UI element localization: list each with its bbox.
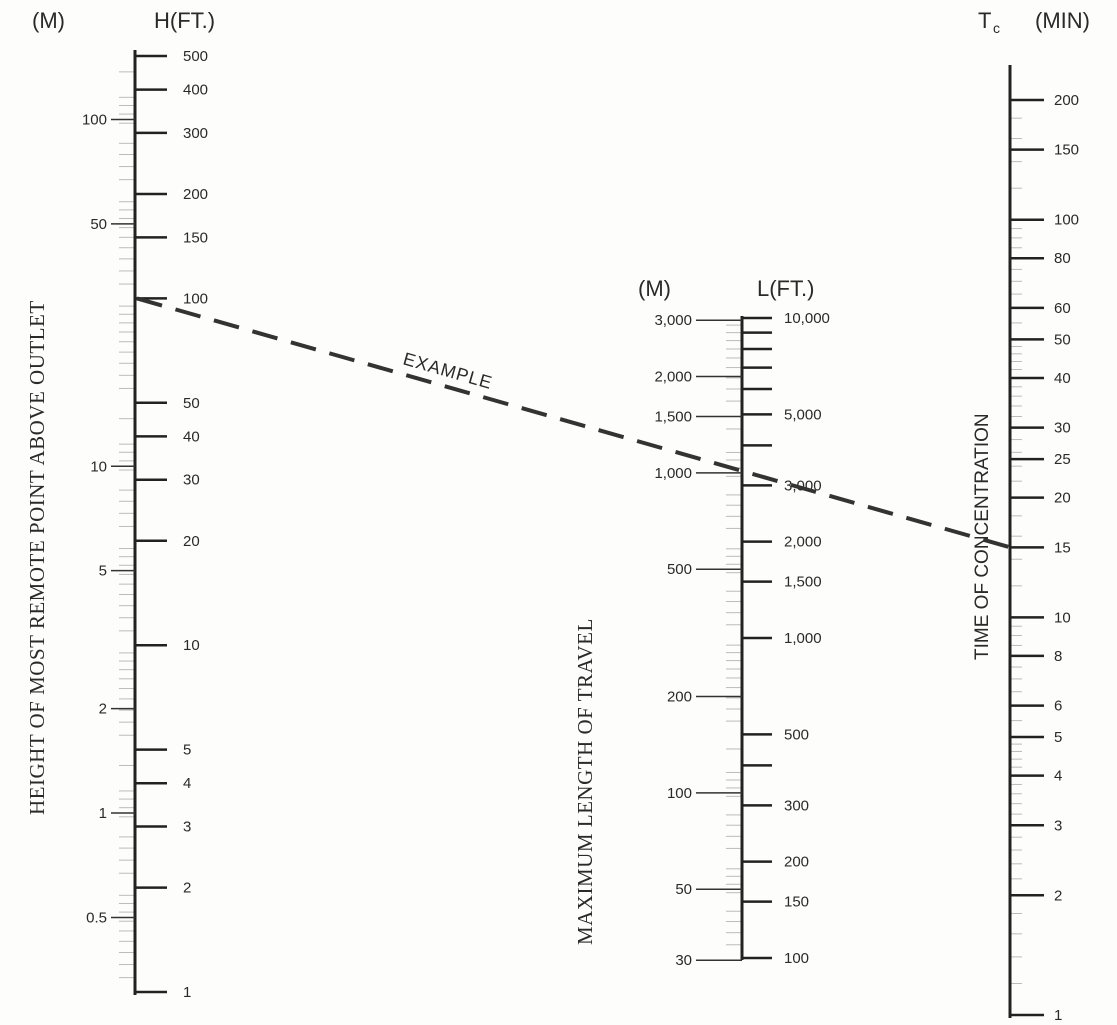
tc-label-5: 5 [1054,729,1062,746]
minor-ticks-group [119,71,1022,985]
tc-label-20: 20 [1054,490,1071,507]
h-m-label-10: 10 [90,458,107,475]
h-ft-label-400: 400 [183,82,208,99]
l-metric-header: (M) [638,276,671,301]
h-feet-header: H(FT.) [154,8,215,33]
tc-label-10: 10 [1054,609,1071,626]
tc-label-30: 30 [1054,420,1071,437]
l-m-label-1-000: 1,000 [654,465,692,482]
h-m-label-0-5: 0.5 [86,909,107,926]
h-ft-label-3: 3 [183,819,191,836]
example-line [136,296,1011,550]
h-ft-label-100: 100 [183,290,208,307]
tc-label-15: 15 [1054,539,1071,556]
h-ft-label-4: 4 [183,775,191,792]
tc-label-60: 60 [1054,300,1071,317]
h-metric-header: (M) [32,8,65,33]
h-m-label-2: 2 [99,701,107,718]
h-ft-label-10: 10 [183,637,200,654]
l-m-label-2-000: 2,000 [654,369,692,386]
h-m-label-50: 50 [90,216,107,233]
l-m-label-100: 100 [667,785,692,802]
h-m-label-100: 100 [82,111,107,128]
tc-label-150: 150 [1054,142,1079,159]
l-axis-title: MAXIMUM LENGTH OF TRAVEL [573,618,597,945]
tc-label-50: 50 [1054,331,1071,348]
h-ft-label-500: 500 [183,48,208,65]
tc-label-8: 8 [1054,648,1062,665]
h-ft-label-50: 50 [183,395,200,412]
tc-label-3: 3 [1054,817,1062,834]
h-ft-label-150: 150 [183,229,208,246]
tc-label-2: 2 [1054,887,1062,904]
l-m-label-50: 50 [675,881,692,898]
tc-label-6: 6 [1054,698,1062,715]
tc-label-4: 4 [1054,768,1062,785]
tc-header-subscript: c [993,20,1000,36]
l-feet-header: L(FT.) [757,276,814,301]
tc-label-25: 25 [1054,451,1071,468]
l-ft-label-1-500: 1,500 [784,574,822,591]
tc-label-100: 100 [1054,212,1079,229]
l-m-label-500: 500 [667,561,692,578]
l-m-label-30: 30 [675,952,692,969]
h-ft-label-5: 5 [183,742,191,759]
h-m-label-1: 1 [99,805,107,822]
h-m-label-5: 5 [99,563,107,580]
l-ft-label-200: 200 [784,854,809,871]
tc-header-unit: (MIN) [1035,8,1090,33]
l-m-label-1-500: 1,500 [654,409,692,426]
tc-label-1: 1 [1054,1007,1062,1024]
tc-axis-title: TIME OF CONCENTRATION [972,413,993,660]
h-ft-label-1: 1 [183,984,191,1001]
ticks-group: 5004003002001501005040302010543211005010… [82,48,1079,1024]
l-ft-label-2-000: 2,000 [784,534,822,551]
tc-header-symbol: T [978,8,991,33]
h-ft-label-200: 200 [183,186,208,203]
l-ft-label-100: 100 [784,950,809,967]
h-ft-label-30: 30 [183,472,200,489]
h-ft-label-2: 2 [183,880,191,897]
tc-label-80: 80 [1054,250,1071,267]
l-ft-label-150: 150 [784,894,809,911]
l-ft-label-300: 300 [784,797,809,814]
l-m-label-3-000: 3,000 [654,312,692,329]
l-ft-label-10-000: 10,000 [784,310,830,327]
tc-label-200: 200 [1054,92,1079,109]
h-ft-label-20: 20 [183,533,200,550]
l-ft-label-1-000: 1,000 [784,630,822,647]
l-ft-label-500: 500 [784,726,809,743]
tc-label-40: 40 [1054,370,1071,387]
h-ft-label-300: 300 [183,125,208,142]
h-axis-title: HEIGHT OF MOST REMOTE POINT ABOVE OUTLET [25,300,49,815]
h-ft-label-40: 40 [183,428,200,445]
l-m-label-200: 200 [667,689,692,706]
l-ft-label-5-000: 5,000 [784,406,822,423]
